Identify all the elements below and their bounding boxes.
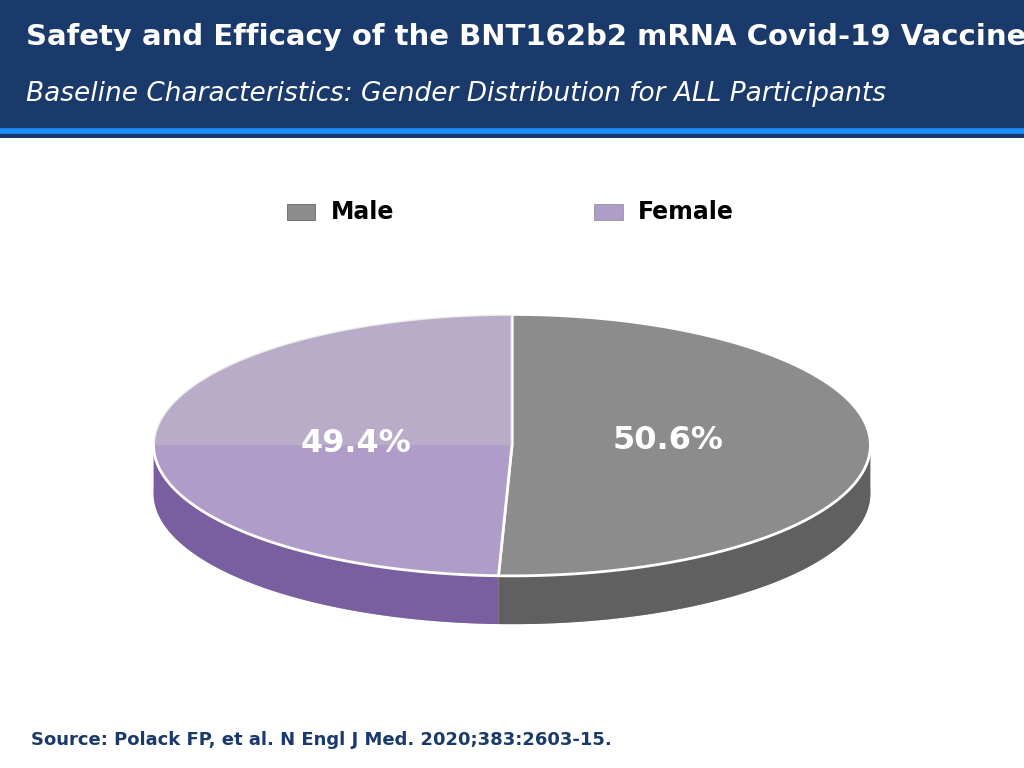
Polygon shape <box>154 445 499 624</box>
Text: Source: Polack FP, et al. N Engl J Med. 2020;383:2603-15.: Source: Polack FP, et al. N Engl J Med. … <box>31 731 611 749</box>
Polygon shape <box>499 314 870 576</box>
Polygon shape <box>154 314 512 576</box>
Text: Female: Female <box>638 200 734 224</box>
Bar <box>287 204 315 220</box>
Polygon shape <box>499 445 870 624</box>
Text: Baseline Characteristics: Gender Distribution for ALL Participants: Baseline Characteristics: Gender Distrib… <box>26 81 886 107</box>
Text: Safety and Efficacy of the BNT162b2 mRNA Covid-19 Vaccine: Safety and Efficacy of the BNT162b2 mRNA… <box>26 23 1024 51</box>
Text: Male: Male <box>331 200 394 224</box>
Polygon shape <box>154 362 870 624</box>
Bar <box>594 204 623 220</box>
Text: 50.6%: 50.6% <box>612 425 723 456</box>
Text: 49.4%: 49.4% <box>301 429 412 459</box>
Polygon shape <box>154 314 512 445</box>
